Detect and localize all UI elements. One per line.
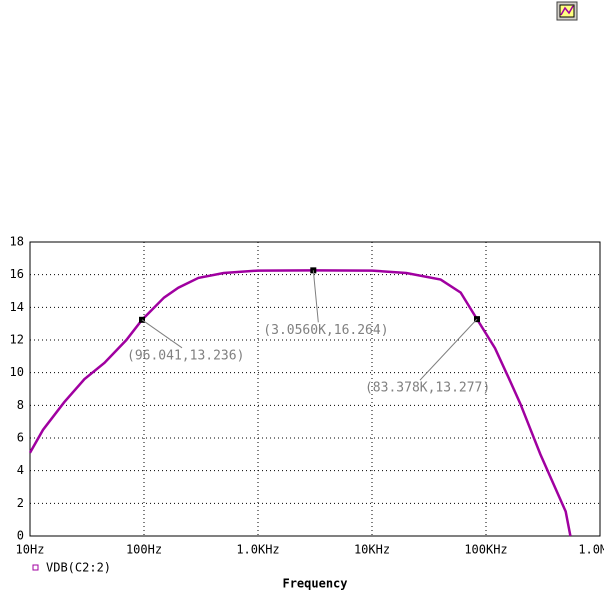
annotation-leader — [141, 319, 183, 349]
x-tick-label: 10KHz — [354, 543, 390, 557]
x-tick-label: 10Hz — [16, 543, 45, 557]
x-tick-label: 1.0MHz — [578, 543, 604, 557]
annotation-leader — [419, 318, 478, 381]
toolbar-icon[interactable] — [556, 1, 578, 21]
y-tick-label: 18 — [10, 235, 24, 249]
y-tick-label: 8 — [17, 398, 24, 412]
y-tick-label: 10 — [10, 365, 24, 379]
legend-label: VDB(C2:2) — [46, 561, 111, 575]
y-tick-label: 16 — [10, 267, 24, 281]
annotation-label: (83.378K,13.277) — [365, 381, 490, 396]
x-tick-label: 100KHz — [464, 543, 507, 557]
x-axis-label: Frequency — [282, 577, 347, 591]
y-tick-label: 14 — [10, 300, 24, 314]
legend-symbol — [32, 564, 39, 571]
data-line — [28, 269, 572, 537]
y-tick-label: 0 — [17, 529, 24, 543]
y-tick-label: 2 — [17, 496, 24, 510]
annotation-leader — [312, 270, 319, 323]
y-tick-label: 4 — [17, 463, 24, 477]
x-tick-label: 100Hz — [126, 543, 162, 557]
annotation-label: (96.041,13.236) — [127, 348, 244, 363]
y-tick-label: 6 — [17, 431, 24, 445]
y-tick-label: 12 — [10, 333, 24, 347]
x-tick-label: 1.0KHz — [236, 543, 279, 557]
annotation-label: (3.0560K,16.264) — [263, 323, 388, 338]
